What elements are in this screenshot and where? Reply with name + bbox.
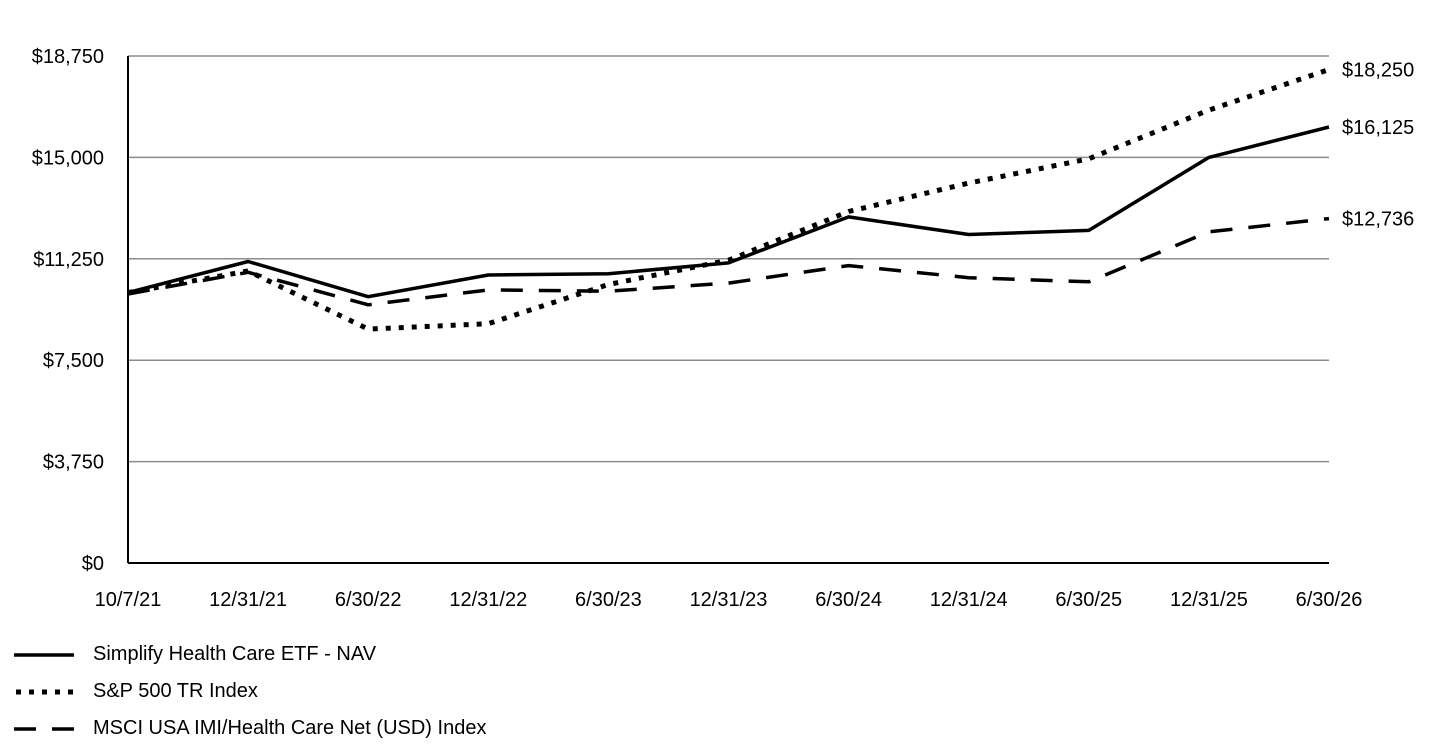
series-line-dashed <box>127 216 1330 307</box>
x-tick-label: 6/30/25 <box>1055 589 1122 611</box>
axes <box>127 56 1329 564</box>
series-line-dotted <box>127 67 1330 332</box>
y-tick-label: $7,500 <box>43 350 104 372</box>
legend-swatch-dashed <box>14 727 74 731</box>
x-tick-label: 6/30/24 <box>815 589 882 611</box>
end-value-labels: $16,125 $18,250 $12,736 <box>1342 60 1414 231</box>
legend-label: Simplify Health Care ETF - NAV <box>93 643 377 665</box>
x-tick-label: 12/31/24 <box>930 589 1008 611</box>
legend-swatch-solid <box>14 653 74 657</box>
end-value-label: $12,736 <box>1342 209 1414 231</box>
y-tick-label: $3,750 <box>43 452 104 474</box>
end-value-label: $18,250 <box>1342 60 1414 82</box>
series-line-solid <box>127 125 1330 299</box>
y-tick-label: $15,000 <box>32 147 104 169</box>
x-tick-label: 6/30/22 <box>335 589 402 611</box>
x-tick-label: 12/31/23 <box>690 589 768 611</box>
legend-label: S&P 500 TR Index <box>93 680 258 702</box>
series-lines <box>127 67 1330 332</box>
y-tick-label: $18,750 <box>32 46 104 68</box>
x-tick-label: 6/30/23 <box>575 589 642 611</box>
y-tick-label: $0 <box>82 553 104 575</box>
legend-swatch-dotted <box>16 689 74 695</box>
end-value-label: $16,125 <box>1342 117 1414 139</box>
x-tick-label: 12/31/25 <box>1170 589 1248 611</box>
x-tick-label: 12/31/21 <box>209 589 287 611</box>
x-tick-label: 12/31/22 <box>449 589 527 611</box>
x-tick-label: 6/30/26 <box>1296 589 1363 611</box>
y-tick-label: $11,250 <box>33 249 104 271</box>
legend-label: MSCI USA IMI/Health Care Net (USD) Index <box>93 717 487 739</box>
x-tick-label: 10/7/21 <box>95 589 162 611</box>
x-axis-ticks: 10/7/21 12/31/21 6/30/22 12/31/22 6/30/23 12/… <box>95 589 1363 611</box>
y-axis-ticks: $0 $3,750 $7,500 $11,250 $15,000 $18,750 <box>32 46 104 575</box>
chart: $0 $3,750 $7,500 $11,250 $15,000 $18,750 10/7… <box>32 46 1415 611</box>
